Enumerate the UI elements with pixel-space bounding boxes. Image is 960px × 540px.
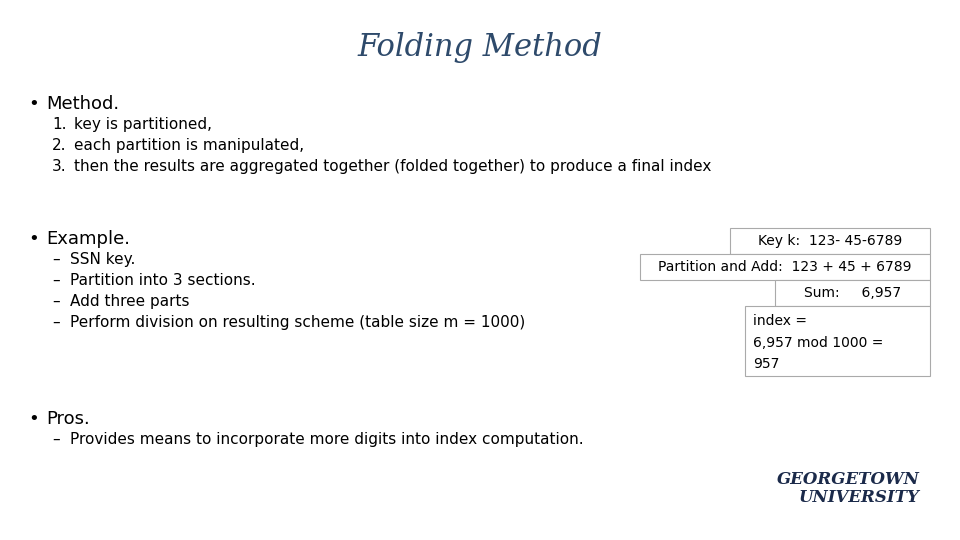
- Text: Partition into 3 sections.: Partition into 3 sections.: [70, 273, 255, 288]
- Text: Method.: Method.: [46, 95, 119, 113]
- Text: –: –: [52, 252, 60, 267]
- Text: Pros.: Pros.: [46, 410, 89, 428]
- Text: 2.: 2.: [52, 138, 66, 153]
- Text: •: •: [28, 230, 38, 248]
- Text: •: •: [28, 410, 38, 428]
- FancyBboxPatch shape: [745, 306, 930, 376]
- Text: GEORGETOWN: GEORGETOWN: [778, 471, 920, 488]
- Text: Perform division on resulting scheme (table size m = 1000): Perform division on resulting scheme (ta…: [70, 315, 525, 330]
- Text: Add three parts: Add three parts: [70, 294, 189, 309]
- FancyBboxPatch shape: [640, 254, 930, 280]
- Text: Folding Method: Folding Method: [358, 32, 602, 63]
- FancyBboxPatch shape: [775, 280, 930, 306]
- Text: –: –: [52, 315, 60, 330]
- Text: Partition and Add:  123 + 45 + 6789: Partition and Add: 123 + 45 + 6789: [659, 260, 912, 274]
- Text: index =
6,957 mod 1000 =
957: index = 6,957 mod 1000 = 957: [753, 314, 883, 372]
- Text: –: –: [52, 432, 60, 447]
- Text: each partition is manipulated,: each partition is manipulated,: [74, 138, 304, 153]
- FancyBboxPatch shape: [730, 228, 930, 254]
- Text: Provides means to incorporate more digits into index computation.: Provides means to incorporate more digit…: [70, 432, 584, 447]
- Text: –: –: [52, 273, 60, 288]
- Text: UNIVERSITY: UNIVERSITY: [799, 489, 920, 506]
- Text: then the results are aggregated together (folded together) to produce a final in: then the results are aggregated together…: [74, 159, 711, 174]
- Text: 1.: 1.: [52, 117, 66, 132]
- Text: 3.: 3.: [52, 159, 66, 174]
- Text: –: –: [52, 294, 60, 309]
- Text: SSN key.: SSN key.: [70, 252, 135, 267]
- Text: Sum:     6,957: Sum: 6,957: [804, 286, 901, 300]
- Text: •: •: [28, 95, 38, 113]
- Text: key is partitioned,: key is partitioned,: [74, 117, 212, 132]
- Text: Example.: Example.: [46, 230, 130, 248]
- Text: Key k:  123- 45-6789: Key k: 123- 45-6789: [757, 234, 902, 248]
